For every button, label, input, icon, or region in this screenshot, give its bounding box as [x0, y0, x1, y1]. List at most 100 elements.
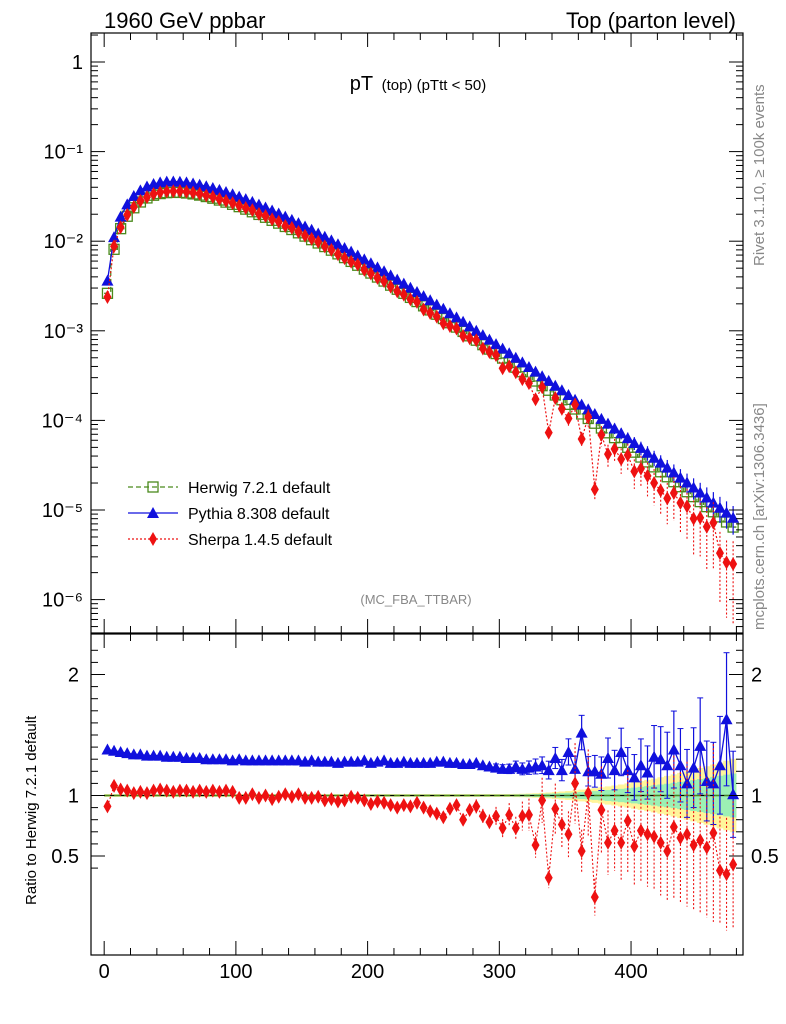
sherpa-ratio-point — [538, 793, 547, 808]
sherpa-point — [195, 186, 204, 201]
pythia-point — [529, 365, 542, 377]
pythia-ratio-point — [549, 751, 562, 763]
sherpa-ratio-point — [683, 827, 692, 842]
sherpa-point — [228, 196, 237, 211]
pythia-point — [720, 506, 733, 518]
legend: Herwig 7.2.1 default Pythia 8.308 default… — [128, 480, 333, 549]
pythia-ratio-point — [661, 759, 674, 771]
sherpa-point — [274, 214, 283, 229]
legend-item: Herwig 7.2.1 default — [128, 480, 331, 497]
sherpa-point — [557, 401, 566, 416]
y-tick-label: 1 — [72, 52, 83, 74]
pythia-point — [351, 249, 364, 261]
pythia-point — [292, 217, 305, 229]
sherpa-point — [485, 344, 494, 359]
sherpa-point — [175, 184, 184, 199]
sherpa-point — [116, 220, 125, 235]
pythia-point — [279, 210, 292, 222]
pythia-point — [345, 245, 358, 257]
pythia-point — [470, 324, 483, 336]
sherpa-point — [287, 220, 296, 235]
rivet-label: Rivet 3.1.10, ≥ 100k events — [751, 84, 768, 266]
legend-label: Sherpa 1.4.5 default — [188, 532, 333, 549]
sherpa-ratio-point — [320, 793, 329, 808]
sherpa-point — [406, 292, 415, 307]
pythia-ratio-point — [694, 739, 707, 751]
sherpa-point — [248, 203, 257, 218]
pythia-point — [213, 183, 226, 195]
sherpa-ratio-point — [715, 863, 724, 878]
sherpa-point — [729, 556, 738, 571]
sherpa-ratio-point — [426, 804, 435, 819]
sherpa-ratio-point — [287, 789, 296, 804]
pythia-point — [391, 273, 404, 285]
ratio-y-tick-label-right: 0.5 — [751, 846, 779, 868]
sherpa-point — [538, 380, 547, 395]
y-tick-label: 10⁻² — [44, 231, 84, 253]
analysis-tag: (MC_FBA_TTBAR) — [360, 592, 471, 607]
sherpa-ratio-point — [103, 799, 112, 814]
sherpa-point — [584, 410, 593, 425]
pythia-point — [127, 190, 140, 202]
sherpa-point — [360, 262, 369, 277]
sherpa-ratio-point — [340, 793, 349, 808]
pythia-point — [437, 302, 450, 314]
sherpa-ratio-point — [511, 821, 520, 836]
sherpa-point — [399, 287, 408, 302]
ratio-frame — [90, 633, 744, 956]
pythia-ratio-point — [595, 767, 608, 779]
y-tick-label: 10⁻¹ — [44, 142, 84, 164]
sherpa-ratio-point — [571, 776, 580, 791]
sherpa-point — [215, 192, 224, 207]
sherpa-point — [630, 464, 639, 479]
sherpa-ratio-point — [129, 786, 138, 801]
ratio-y-tick-label-right: 1 — [751, 786, 762, 808]
sherpa-ratio-point — [676, 830, 685, 845]
sherpa-point — [472, 333, 481, 348]
sherpa-point — [393, 284, 402, 299]
sherpa-point — [208, 189, 217, 204]
sherpa-point — [169, 184, 178, 199]
pythia-point — [654, 456, 667, 468]
pythia-point — [608, 422, 621, 434]
pythia-point — [700, 491, 713, 503]
pythia-ratio-point — [720, 713, 733, 725]
sherpa-point — [235, 198, 244, 213]
sherpa-point — [320, 239, 329, 254]
sherpa-point — [142, 190, 151, 205]
sherpa-ratio-point — [729, 857, 738, 872]
legend-item: Sherpa 1.4.5 default — [128, 532, 333, 549]
sherpa-point — [419, 302, 428, 317]
sherpa-ratio-point — [301, 790, 310, 805]
sherpa-ratio-point — [254, 790, 263, 805]
pythia-point — [628, 437, 641, 449]
pythia-ratio-point — [648, 750, 661, 762]
x-tick-label: 200 — [351, 961, 384, 983]
sherpa-ratio-point — [630, 839, 639, 854]
legend-label: Herwig 7.2.1 default — [188, 480, 331, 497]
sherpa-point — [551, 390, 560, 405]
sherpa-point — [268, 212, 277, 227]
pythia-point — [443, 307, 456, 319]
pythia-point — [272, 207, 285, 219]
sherpa-point — [301, 228, 310, 243]
pythia-point — [634, 441, 647, 453]
sherpa-ratio-point — [590, 890, 599, 905]
pythia-ratio-point — [615, 745, 628, 757]
sherpa-ratio-point — [314, 789, 323, 804]
sherpa-ratio-point — [584, 786, 593, 801]
pythia-point — [246, 195, 259, 207]
sherpa-ratio-point — [623, 813, 632, 828]
sherpa-point — [222, 193, 231, 208]
sherpa-ratio-point — [268, 792, 277, 807]
sherpa-point — [636, 461, 645, 476]
sherpa-ratio-point — [182, 783, 191, 798]
herwig-line — [104, 191, 737, 528]
pythia-point — [424, 294, 437, 306]
pythia-ratio-point — [542, 764, 555, 776]
sherpa-ratio-point — [386, 798, 395, 813]
pythia-point — [463, 320, 476, 332]
sherpa-ratio-point — [557, 817, 566, 832]
sherpa-ratio-point — [149, 783, 158, 798]
pythia-ratio-point — [667, 743, 680, 755]
